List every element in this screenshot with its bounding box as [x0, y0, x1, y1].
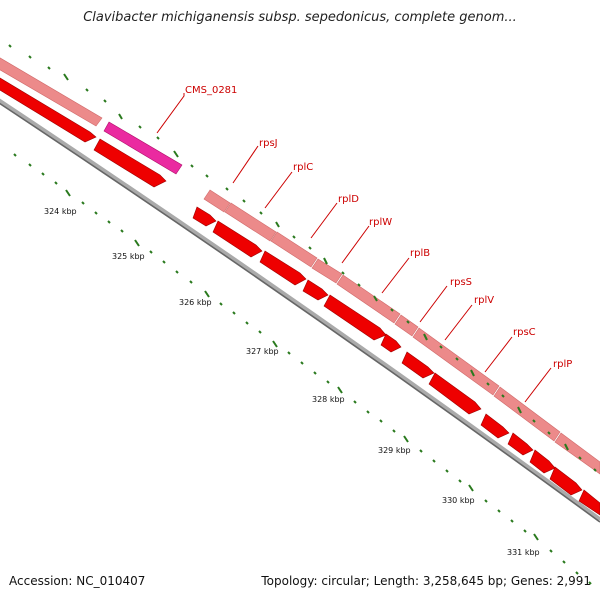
- outer-ticks: [8, 44, 597, 472]
- cds-arrow: [259, 250, 307, 286]
- scale-label: 329 kbp: [378, 446, 411, 455]
- gene-feature: [412, 327, 500, 396]
- gene-feature: [270, 231, 318, 268]
- gene-label-rplv[interactable]: rplV: [474, 295, 494, 306]
- cds-arrow: [0, 77, 97, 143]
- accession-label: Accession: NC_010407: [9, 574, 146, 588]
- gene-label-rpsj[interactable]: rpsJ: [259, 138, 278, 149]
- scale-label: 328 kbp: [312, 395, 345, 404]
- cds-arrow: [192, 206, 217, 227]
- gene-feature: [554, 432, 600, 475]
- gene-label-rplw[interactable]: rplW: [369, 217, 392, 228]
- gene-labels: CMS_0281 rpsJ rplC rplD rplW rplB rpsS r…: [185, 85, 572, 370]
- gene-feature: [493, 386, 561, 442]
- gene-label-rplc[interactable]: rplC: [293, 162, 313, 173]
- cds-arrow: [380, 333, 402, 353]
- inner-ticks: [13, 153, 592, 585]
- gene-label-rpss[interactable]: rpsS: [450, 277, 472, 288]
- gene-feature: [336, 274, 401, 324]
- cds-track: [0, 77, 600, 516]
- scale-label: 327 kbp: [246, 347, 279, 356]
- gene-label-rpsc[interactable]: rpsC: [513, 327, 536, 338]
- cds-arrow: [323, 294, 387, 341]
- cds-arrow: [578, 489, 600, 516]
- gene-label-rpld[interactable]: rplD: [338, 194, 359, 205]
- backbone-shadow: [0, 102, 600, 523]
- cds-arrow: [212, 220, 263, 258]
- cds-arrow: [428, 372, 482, 415]
- cds-arrow: [549, 466, 583, 496]
- gene-label-rplb[interactable]: rplB: [410, 248, 430, 259]
- genome-summary: Topology: circular; Length: 3,258,645 bp…: [261, 574, 591, 588]
- scale-label: 330 kbp: [442, 496, 475, 505]
- cds-arrow: [302, 279, 329, 301]
- gene-feature: [394, 314, 419, 337]
- scale-label: 331 kbp: [507, 548, 540, 557]
- gene-feature: [311, 258, 343, 284]
- gene-feature: [0, 57, 103, 127]
- gene-feature-cms0281: [103, 121, 183, 175]
- gene-track: [0, 57, 600, 475]
- gene-label-leaders: [156, 93, 552, 403]
- gene-label-rplp[interactable]: rplP: [553, 359, 572, 370]
- cds-arrow: [507, 432, 534, 456]
- cds-arrow: [93, 138, 167, 188]
- map-title: Clavibacter michiganensis subsp. sepedon…: [83, 10, 517, 25]
- gene-feature: [203, 189, 231, 213]
- scale-label: 324 kbp: [44, 207, 77, 216]
- scale-label: 325 kbp: [112, 252, 145, 261]
- gene-label-cms0281[interactable]: CMS_0281: [185, 85, 237, 96]
- gene-feature: [224, 202, 277, 242]
- scale-labels: 324 kbp 325 kbp 326 kbp 327 kbp 328 kbp …: [44, 207, 540, 557]
- cds-arrow: [401, 351, 435, 379]
- cds-arrow: [480, 413, 510, 439]
- backbone-line: [0, 98, 600, 523]
- cds-arrow: [529, 449, 556, 474]
- scale-label: 326 kbp: [179, 298, 212, 307]
